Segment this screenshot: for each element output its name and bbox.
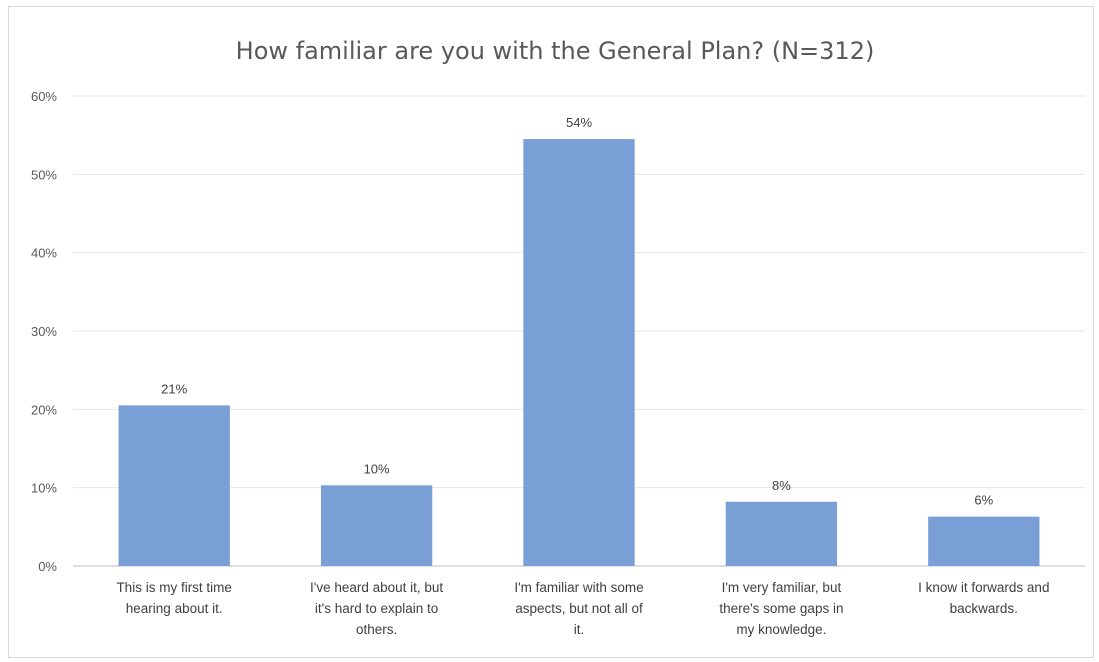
bar xyxy=(320,485,433,566)
category-label-line: backwards. xyxy=(950,601,1018,616)
category-label-line: it's hard to explain to xyxy=(315,601,438,616)
data-label: 8% xyxy=(772,478,791,493)
data-label: 54% xyxy=(566,115,592,130)
bar xyxy=(928,516,1040,566)
y-tick-label: 60% xyxy=(31,89,57,104)
bar xyxy=(118,405,230,566)
y-tick-label: 10% xyxy=(31,481,57,496)
category-label-line: my knowledge. xyxy=(736,622,826,637)
chart-title: How familiar are you with the General Pl… xyxy=(236,37,875,65)
category-label: This is my first time hearing about it. xyxy=(116,580,232,616)
x-axis: This is my first time hearing about it. I'… xyxy=(116,580,1049,637)
y-tick-label: 40% xyxy=(31,246,57,261)
data-label: 21% xyxy=(161,381,187,396)
category-label-line: I know it forwards and xyxy=(918,580,1049,595)
category-label: I'm familiar with some aspects, but not a… xyxy=(514,580,643,637)
y-tick-label: 0% xyxy=(38,559,57,574)
bar-chart: How familiar are you with the General Pl… xyxy=(31,37,1085,637)
category-label-line: it. xyxy=(574,622,585,637)
bar xyxy=(523,139,635,567)
category-label-line: others. xyxy=(356,622,397,637)
y-tick-label: 50% xyxy=(31,167,57,182)
y-tick-label: 30% xyxy=(31,324,57,339)
category-label-line: This is my first time xyxy=(116,580,232,595)
chart-frame: How familiar are you with the General Pl… xyxy=(8,6,1094,658)
category-label-line: there's some gaps in xyxy=(719,601,843,616)
bars xyxy=(118,139,1040,567)
data-label: 6% xyxy=(974,493,993,508)
category-label-line: I'm familiar with some xyxy=(514,580,643,595)
category-label-line: I'm very familiar, but xyxy=(722,580,842,595)
y-axis: 0% 10% 20% 30% 40% 50% 60% xyxy=(31,89,57,574)
category-label: I know it forwards and backwards. xyxy=(918,580,1049,616)
y-tick-label: 20% xyxy=(31,402,57,417)
category-label-line: aspects, but not all of xyxy=(515,601,643,616)
category-label-line: I've heard about it, but xyxy=(310,580,443,595)
data-label: 10% xyxy=(364,461,390,476)
category-label: I'm very familiar, but there's some gaps … xyxy=(719,580,843,637)
category-label: I've heard about it, but it's hard to exp… xyxy=(310,580,443,637)
category-label-line: hearing about it. xyxy=(126,601,223,616)
bar xyxy=(725,501,838,566)
data-labels: 21% 10% 54% 8% 6% xyxy=(161,115,993,508)
